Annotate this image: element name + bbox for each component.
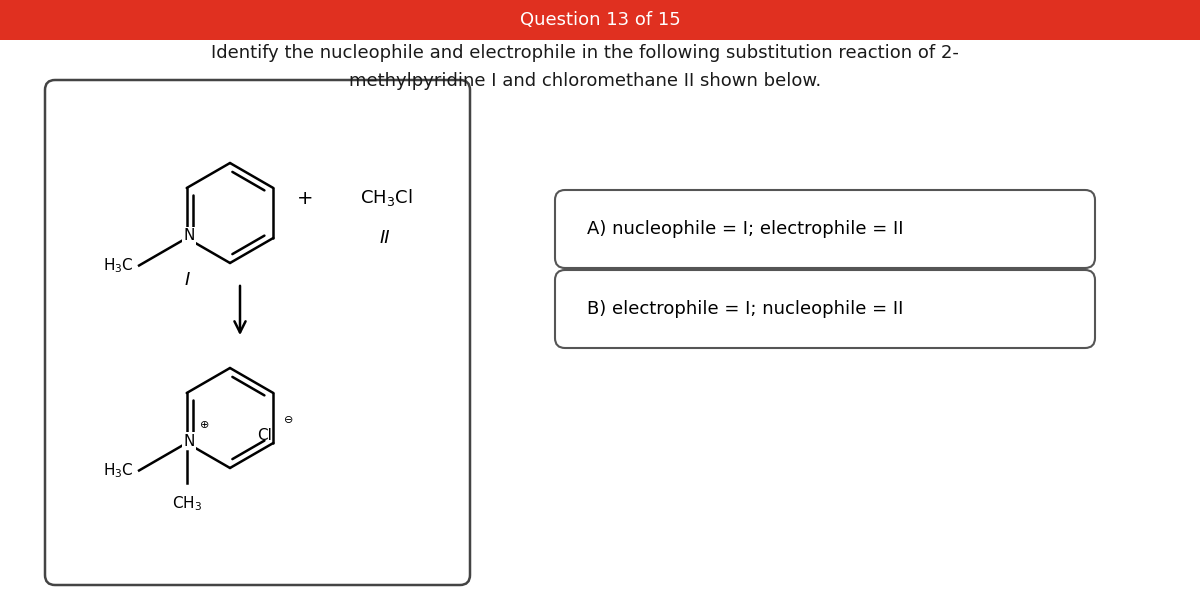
FancyBboxPatch shape: [556, 190, 1096, 268]
Text: H$_3$C: H$_3$C: [103, 256, 134, 275]
Text: methylpyridine I and chloromethane II shown below.: methylpyridine I and chloromethane II sh…: [349, 72, 821, 90]
Text: II: II: [379, 229, 390, 247]
Text: +: +: [296, 189, 313, 207]
FancyBboxPatch shape: [556, 270, 1096, 348]
Text: Identify the nucleophile and electrophile in the following substitution reaction: Identify the nucleophile and electrophil…: [211, 44, 959, 62]
FancyBboxPatch shape: [0, 0, 1200, 40]
Text: N: N: [184, 229, 194, 244]
Text: I: I: [184, 271, 190, 289]
Text: H$_3$C: H$_3$C: [103, 461, 134, 480]
Text: CH$_3$: CH$_3$: [172, 494, 202, 513]
Text: CH$_3$Cl: CH$_3$Cl: [360, 188, 413, 209]
FancyBboxPatch shape: [46, 80, 470, 585]
Text: A) nucleophile = I; electrophile = II: A) nucleophile = I; electrophile = II: [587, 220, 904, 238]
Text: Cl: Cl: [257, 428, 271, 443]
Text: B) electrophile = I; nucleophile = II: B) electrophile = I; nucleophile = II: [587, 300, 904, 318]
Text: Question 13 of 15: Question 13 of 15: [520, 11, 680, 29]
Text: ⊖: ⊖: [284, 415, 293, 425]
Text: N: N: [184, 434, 194, 449]
FancyArrowPatch shape: [234, 286, 246, 332]
Text: ⊕: ⊕: [200, 420, 209, 430]
